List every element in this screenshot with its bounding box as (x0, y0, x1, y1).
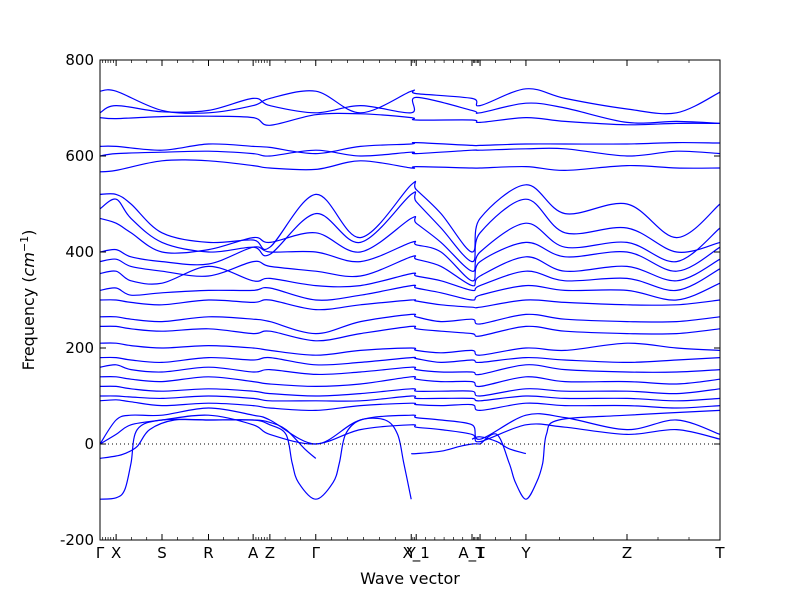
band-series-5 (99, 147, 721, 157)
band-series-2 (99, 96, 721, 124)
band-series-17 (99, 342, 721, 356)
band-series-14 (99, 299, 721, 311)
band-series-9 (99, 215, 721, 272)
band-series-30 (471, 436, 527, 455)
x-tick-label: X_1 (403, 544, 430, 563)
x-tick-label: Γ (96, 544, 105, 562)
band-series-13 (99, 282, 721, 301)
x-tick-label: Y (520, 544, 531, 562)
band-series-15 (99, 313, 721, 335)
x-tick-label: S (157, 544, 167, 562)
band-series-19 (99, 364, 721, 376)
x-tick-label: Z (622, 544, 632, 562)
band-series-11 (99, 255, 721, 287)
y-axis-title-prefix: Frequency ( (19, 276, 38, 370)
series-layer (99, 88, 721, 500)
band-series-1 (99, 88, 721, 115)
band-series-4 (99, 141, 721, 155)
minor-tick-marks (102, 60, 690, 540)
x-axis-title: Wave vector (360, 569, 460, 588)
x-tick-label: T (714, 544, 725, 562)
band-series-29 (479, 409, 721, 500)
band-series-8 (99, 191, 721, 263)
x-axis-ticks: Γ X S R A Z Γ YX_1 A_1T Y Z T (96, 60, 725, 563)
band-series-6 (99, 159, 721, 173)
x-tick-label: Γ (312, 544, 321, 562)
band-series-20 (99, 376, 721, 388)
x-tick-label: Y (406, 544, 417, 562)
band-series-12 (99, 265, 721, 292)
y-tick-label: 600 (65, 147, 94, 165)
x-tick-label: T (474, 544, 485, 562)
x-tick-label: X (111, 544, 121, 562)
y-axis-title-unit: cm (19, 252, 38, 276)
y-tick-label: 800 (65, 51, 94, 69)
y-axis-title-exponent: −1 (18, 236, 31, 252)
band-series-7 (99, 180, 721, 253)
band-series-23 (99, 399, 721, 412)
y-axis-title: Frequency (cm−1) (18, 230, 39, 371)
plot-frame (99, 59, 721, 541)
band-series-28 (411, 443, 481, 455)
y-tick-label: 0 (84, 435, 94, 453)
x-tick-label: A (248, 544, 259, 562)
y-axis-ticks: -200 0 200 400 600 800 (60, 51, 720, 549)
band-series-24 (99, 407, 721, 445)
x-tick-label: R (203, 544, 213, 562)
band-series-3 (99, 112, 721, 126)
band-series-18 (99, 356, 721, 366)
band-series-22 (99, 395, 721, 402)
y-axis-title-suffix: ) (19, 230, 38, 236)
band-series-27 (99, 417, 412, 500)
band-series-10 (99, 240, 721, 282)
x-tick-label: Z (265, 544, 275, 562)
band-series-16 (99, 325, 721, 342)
band-series-21 (99, 385, 721, 397)
y-tick-label: 400 (65, 243, 94, 261)
y-tick-label: -200 (60, 531, 94, 549)
x-tick-label: A_1 (458, 544, 485, 563)
y-tick-label: 200 (65, 339, 94, 357)
